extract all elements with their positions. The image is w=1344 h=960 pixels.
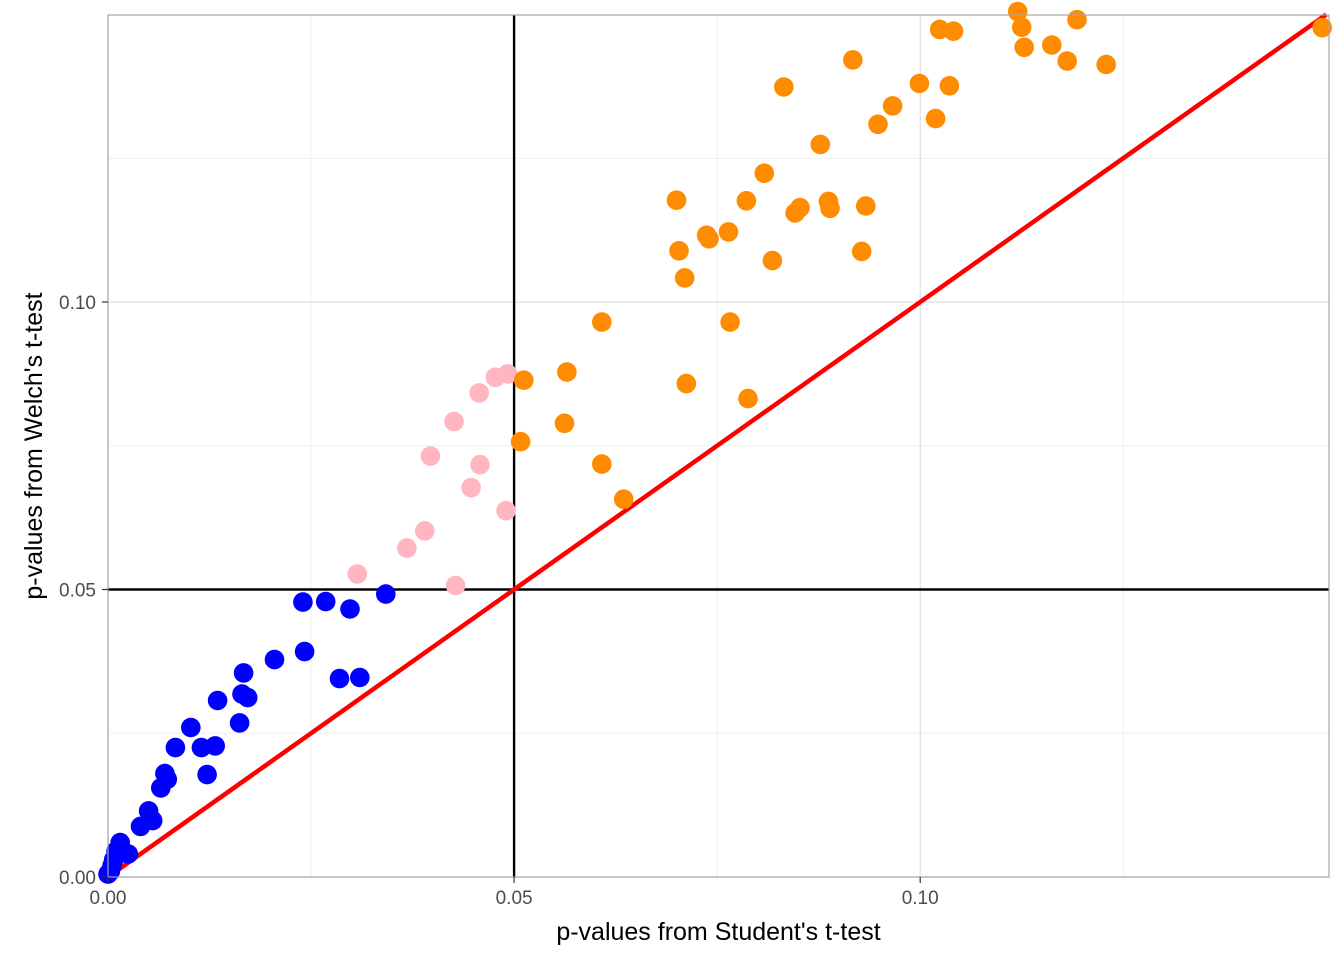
data-point [720, 312, 740, 332]
data-point [1042, 35, 1062, 55]
data-point [347, 564, 368, 584]
data-point [514, 370, 534, 391]
panel-border [107, 14, 1330, 878]
data-point [142, 810, 163, 831]
data-point [557, 362, 577, 382]
y-tick-label: 0.05 [59, 581, 96, 602]
data-point [613, 489, 634, 510]
x-axis-title: p-values from Student's t-test [556, 918, 880, 946]
data-point [207, 690, 228, 711]
data-point [496, 500, 516, 521]
data-point [925, 108, 946, 129]
data-point [939, 76, 960, 96]
data-point [909, 73, 930, 94]
data-point [699, 229, 719, 249]
data-point [774, 77, 794, 97]
data-point [738, 388, 758, 409]
y-tick-label: 0.10 [59, 293, 96, 314]
data-point [1312, 17, 1332, 38]
data-point [943, 21, 964, 41]
data-point [350, 667, 370, 688]
data-point [264, 649, 285, 670]
data-point [1096, 54, 1116, 75]
data-point [229, 713, 250, 733]
data-point [444, 411, 464, 432]
data-point [790, 197, 810, 218]
data-point [157, 769, 178, 790]
data-point [676, 373, 697, 394]
data-point [669, 241, 689, 261]
data-point [315, 591, 336, 612]
data-point [820, 198, 840, 219]
y-tick-label: 0.00 [59, 868, 96, 889]
data-point [197, 764, 217, 785]
data-point [470, 454, 490, 475]
data-point [376, 584, 396, 604]
data-point [851, 241, 872, 262]
data-point [1011, 17, 1032, 37]
data-point [843, 50, 863, 70]
y-axis-title: p-values from Welch's t-test [20, 292, 48, 599]
data-point [181, 717, 201, 738]
x-axis-ticks: 0.00 0.05 0.10 [90, 877, 939, 909]
data-point [882, 96, 903, 116]
data-point [810, 134, 831, 155]
data-point [445, 575, 466, 596]
data-point [294, 641, 315, 662]
data-point [329, 668, 350, 689]
data-point [736, 191, 757, 211]
data-point [592, 454, 612, 474]
identity-line [106, 12, 1328, 879]
data-point [510, 431, 531, 452]
data-point [1067, 9, 1087, 30]
data-point [554, 413, 575, 434]
data-point [118, 844, 139, 864]
data-point [461, 477, 481, 498]
data-point [233, 663, 254, 683]
data-point [237, 687, 258, 708]
data-point [293, 592, 313, 612]
data-point [762, 250, 783, 271]
data-point [674, 268, 695, 288]
data-point [497, 364, 518, 384]
data-point [415, 521, 435, 541]
data-point [165, 737, 186, 758]
data-point [420, 446, 441, 466]
data-point [397, 538, 417, 558]
data-point [340, 599, 360, 619]
data-point [666, 190, 687, 210]
y-axis-ticks: 0.00 0.05 0.10 [59, 293, 108, 889]
data-point [718, 222, 739, 242]
data-point [592, 312, 612, 332]
series-3 [510, 1, 1332, 510]
series-2 [347, 364, 518, 596]
x-tick-label: 0.00 [90, 888, 127, 909]
x-tick-label: 0.10 [902, 888, 939, 909]
data-point [754, 163, 775, 183]
data-point [868, 114, 888, 135]
data-point [1007, 1, 1028, 22]
data-point [469, 383, 490, 403]
data-points [98, 1, 1332, 884]
x-tick-label: 0.05 [496, 888, 533, 909]
data-point [205, 736, 225, 756]
data-point [856, 196, 876, 216]
data-point [1057, 51, 1077, 71]
data-point [1014, 37, 1034, 58]
series-1 [98, 584, 396, 884]
